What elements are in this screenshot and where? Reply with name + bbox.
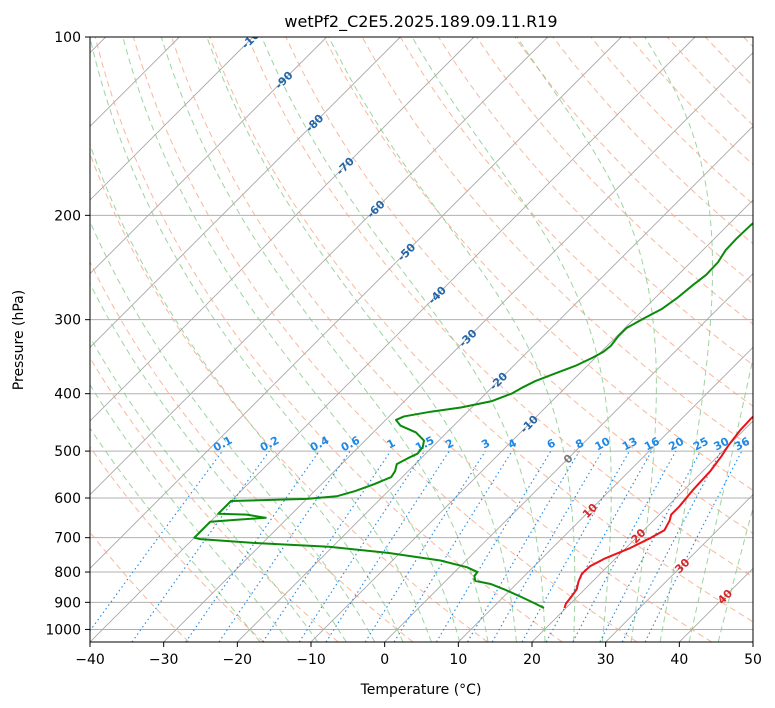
- dry-adiabat: [132, 37, 638, 642]
- mixing-ratio-line: [218, 450, 351, 642]
- mixing-ratio-line: [185, 450, 320, 642]
- moist-adiabat: [160, 37, 489, 642]
- mixing-ratio-line: [393, 450, 513, 642]
- isotherm-line: [90, 37, 254, 201]
- mixing-ratio-label: 20: [666, 435, 686, 454]
- isotherm-line: [90, 37, 696, 642]
- chart-title: wetPf2_C2E5.2025.189.09.11.R19: [284, 12, 557, 32]
- x-tick-label: 50: [744, 652, 762, 668]
- mixing-ratio-line: [131, 450, 270, 642]
- mixing-ratio-label: 36: [732, 435, 752, 454]
- moist-adiabat: [90, 336, 319, 642]
- x-tick-label: −30: [149, 652, 179, 668]
- y-axis-label: Pressure (hPa): [11, 290, 27, 390]
- y-tick-label: 400: [54, 387, 81, 403]
- mixing-ratio-line: [325, 450, 450, 642]
- x-axis-label: Temperature (°C): [360, 682, 482, 698]
- axes-layer: −40 −30 −20 −10 0 10 20 30 40 50 100 200 300 400 500 60…: [45, 30, 762, 668]
- moist-adiabat: [90, 427, 261, 642]
- isotherm-line: [90, 37, 548, 496]
- isotherm-line: [384, 273, 753, 642]
- mixing-ratio-label: 10: [593, 435, 613, 454]
- mixing-ratio-line: [572, 450, 677, 642]
- y-tick-label: 600: [54, 491, 81, 507]
- moist-adiabat: [411, 37, 612, 642]
- moist-adiabat: [644, 37, 714, 642]
- moist-adiabat: [717, 506, 753, 642]
- isotherm-line: [90, 37, 475, 422]
- plot-frame: [89, 36, 754, 643]
- isotherm-line: [605, 494, 753, 642]
- y-tick-label: 800: [54, 565, 81, 581]
- dry-adiabat: [476, 37, 753, 325]
- y-tick-label: 1000: [45, 622, 81, 638]
- y-tick-label: 200: [54, 208, 81, 224]
- dry-adiabat: [285, 37, 753, 535]
- moist-adiabat: [206, 37, 517, 642]
- dry-adiabat: [90, 446, 264, 642]
- mixing-ratio-line: [599, 450, 702, 642]
- mixing-ratio-label: 16: [642, 435, 662, 454]
- moist-adiabat: [90, 282, 347, 642]
- mixing-ratio-line: [435, 450, 552, 642]
- moist-adiabat: [90, 37, 432, 642]
- grid-layer: [90, 37, 753, 642]
- dry-adiabat: [209, 37, 753, 623]
- moist-adiabat: [328, 37, 576, 642]
- isotherm-line: [90, 37, 622, 569]
- moist-adiabat: [90, 383, 290, 642]
- isotherm-line: [90, 37, 401, 348]
- moist-adiabat: [122, 37, 461, 642]
- x-tick-label: −10: [296, 652, 326, 668]
- y-tick-label: 900: [54, 595, 81, 611]
- moist-adiabat: [688, 355, 753, 642]
- x-tick-label: −40: [75, 652, 105, 668]
- y-tick-label: 500: [54, 444, 81, 460]
- x-tick-label: 20: [523, 652, 541, 668]
- mixing-ratio-label: 25: [691, 435, 711, 454]
- y-tick-label: 700: [54, 531, 81, 547]
- dewpoint-line: [193, 222, 753, 609]
- isotherm-line: [90, 37, 327, 275]
- dry-adiabat: [323, 37, 753, 491]
- mixing-ratio-label: 13: [620, 435, 640, 454]
- x-tick-label: 0: [380, 652, 389, 668]
- moist-adiabat: [261, 37, 546, 642]
- x-tick-label: −20: [223, 652, 253, 668]
- mixing-ratio-line: [364, 450, 486, 642]
- dry-adiabat: [171, 37, 713, 642]
- mixing-ratio-line: [298, 450, 425, 642]
- isotherm-line: [237, 125, 753, 642]
- moist-adiabat: [516, 37, 657, 642]
- isotherm-line: [163, 52, 753, 642]
- dry-adiabat: [94, 37, 563, 642]
- mixing-ratio-line: [467, 450, 580, 642]
- y-tick-label: 300: [54, 313, 81, 329]
- x-tick-label: 30: [597, 652, 615, 668]
- x-tick-label: 40: [670, 652, 688, 668]
- x-tick-label: 10: [449, 652, 467, 668]
- dry-adiabat: [90, 260, 414, 642]
- dry-adiabat: [514, 37, 753, 285]
- moist-adiabat: [90, 220, 376, 642]
- y-tick-label: 100: [54, 30, 81, 46]
- mixing-ratio-line: [262, 450, 392, 642]
- moist-adiabat: [90, 143, 404, 642]
- series-layer: [193, 222, 753, 609]
- isotherm-line: [531, 420, 753, 642]
- isotherm-line: [458, 346, 753, 642]
- temperature-line: [563, 415, 753, 609]
- dry-adiabat: [247, 37, 753, 578]
